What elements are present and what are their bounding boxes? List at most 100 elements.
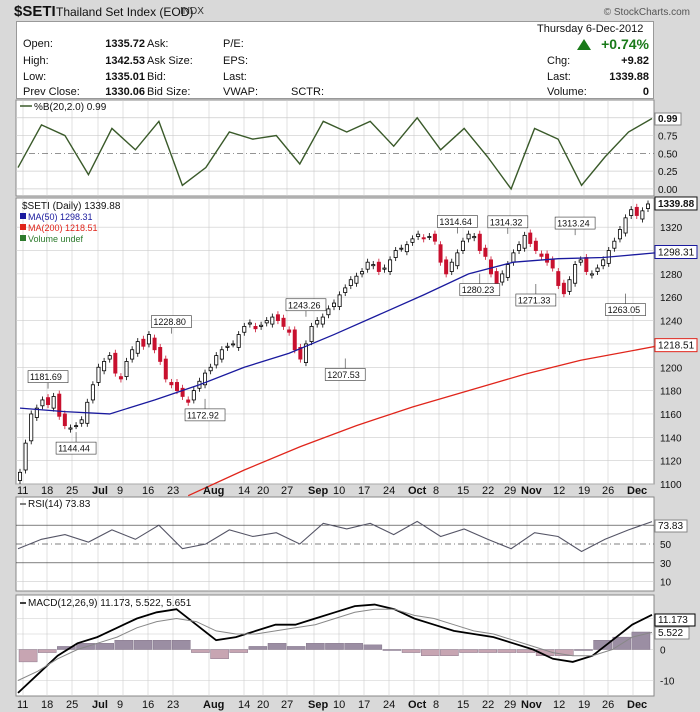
macd-histogram-bar	[267, 643, 287, 650]
annotation-label: 1228.80	[153, 317, 186, 327]
x-tick-label: 8	[433, 485, 439, 497]
candle-body	[90, 384, 95, 401]
x-tick-label: 14	[238, 485, 250, 497]
candle-body	[46, 397, 51, 406]
candle-body	[382, 267, 387, 270]
x-tick-label: Aug	[203, 485, 224, 497]
x-tick-label: 16	[142, 485, 154, 497]
macd-line-1	[17, 608, 653, 681]
macd-tick-label: -10	[660, 677, 675, 688]
candle-body	[180, 387, 185, 397]
price-title: $SETI (Daily) 1339.88	[22, 201, 121, 212]
macd-value-box	[654, 613, 696, 627]
macd-x-tick-label: 11	[17, 699, 28, 711]
macd-x-tick-label: 29	[504, 699, 516, 711]
candle-body	[264, 320, 269, 324]
candle-body	[640, 210, 645, 220]
x-tick-label: 18	[41, 485, 53, 497]
candle-body	[629, 209, 634, 216]
macd-x-tick-label: Sep	[308, 699, 328, 711]
candle-body	[494, 271, 499, 285]
macd-x-tick-label: 15	[457, 699, 469, 711]
candle-body	[517, 244, 522, 251]
candle-body	[118, 376, 123, 380]
candle-body	[466, 233, 471, 240]
candle-body	[488, 259, 493, 275]
annotation-box	[27, 370, 69, 383]
ma200-legend-swatch	[20, 224, 26, 230]
macd-histogram-bar	[114, 640, 134, 650]
x-tick-label: 26	[602, 485, 614, 497]
rsi-value-box	[654, 519, 688, 533]
candle-body	[528, 232, 533, 244]
macd-histogram-bar	[593, 640, 612, 650]
annotation-label: 1313.24	[557, 219, 590, 229]
x-tick-label: Dec	[627, 485, 647, 497]
ask-label: Ask:	[147, 38, 169, 50]
x-tick-label: 29	[504, 485, 516, 497]
volume-legend: Volume undef	[28, 234, 84, 244]
candle-body	[259, 324, 264, 327]
candle-body	[29, 413, 34, 442]
macd-histogram-bar	[95, 643, 114, 650]
candle-body	[247, 322, 252, 325]
candle-body	[595, 267, 600, 272]
candle-body	[242, 326, 247, 333]
macd-x-tick-label: 26	[602, 699, 614, 711]
candle-body	[270, 316, 275, 325]
candle-body	[393, 250, 398, 258]
macd-x-tick-label: 16	[142, 699, 154, 711]
annotation-label: 1280.23	[462, 285, 495, 295]
candle-body	[124, 361, 129, 378]
price-tick-label: 1200	[660, 363, 683, 374]
last-label-mid: Last:	[223, 71, 247, 83]
source-credit: © StockCharts.com	[603, 7, 690, 18]
macd-x-tick-label: Oct	[408, 699, 427, 711]
candle-body	[634, 206, 639, 216]
rsi-tick-label: 50	[660, 540, 672, 551]
macd-tick-label: 0	[660, 646, 666, 657]
macd-histogram-bar	[152, 640, 172, 650]
candle-body	[17, 471, 22, 481]
candle-body	[500, 273, 505, 283]
candle-body	[287, 329, 292, 333]
open-value: 1335.72	[105, 38, 145, 50]
macd-histogram-bar	[210, 649, 229, 660]
macd-x-tick-label: Dec	[627, 699, 647, 711]
annotation-label: 1243.26	[288, 300, 321, 310]
annotation-box	[184, 408, 226, 422]
x-tick-label: Nov	[521, 485, 543, 497]
price-tick-label: 1240	[660, 317, 683, 328]
candle-body	[601, 259, 606, 267]
candle-body	[96, 366, 101, 383]
price-right-label-box	[654, 245, 698, 260]
candle-body	[231, 343, 236, 346]
candle-body	[617, 229, 622, 240]
vwap-label: VWAP:	[223, 86, 259, 98]
candle-body	[74, 425, 79, 428]
candle-body	[427, 236, 432, 238]
price-right-label: 1218.51	[658, 341, 695, 352]
ma50-legend: MA(50) 1298.31	[28, 212, 93, 222]
candle-body	[326, 308, 331, 316]
panel-price	[15, 197, 655, 485]
ask-size-label: Ask Size:	[147, 55, 193, 67]
macd-last-value: 11.173	[658, 615, 688, 626]
candle-body	[113, 352, 118, 374]
quote-date: Thursday 6-Dec-2012	[537, 23, 644, 35]
annotation-box	[324, 368, 366, 381]
candle-body	[646, 203, 651, 209]
candle-body	[309, 326, 314, 342]
panel-pctb	[15, 99, 655, 197]
candle-body	[589, 273, 594, 276]
candle-body	[158, 347, 163, 362]
rsi-line	[17, 520, 653, 553]
rsi-title: RSI(14) 73.83	[28, 499, 91, 510]
candle-body	[376, 261, 381, 272]
price-tick-label: 1280	[660, 270, 683, 281]
candle-body	[186, 399, 191, 403]
candle-body	[348, 279, 353, 286]
candle-body	[432, 233, 437, 242]
candle-body	[315, 320, 320, 325]
candle-body	[203, 372, 208, 386]
